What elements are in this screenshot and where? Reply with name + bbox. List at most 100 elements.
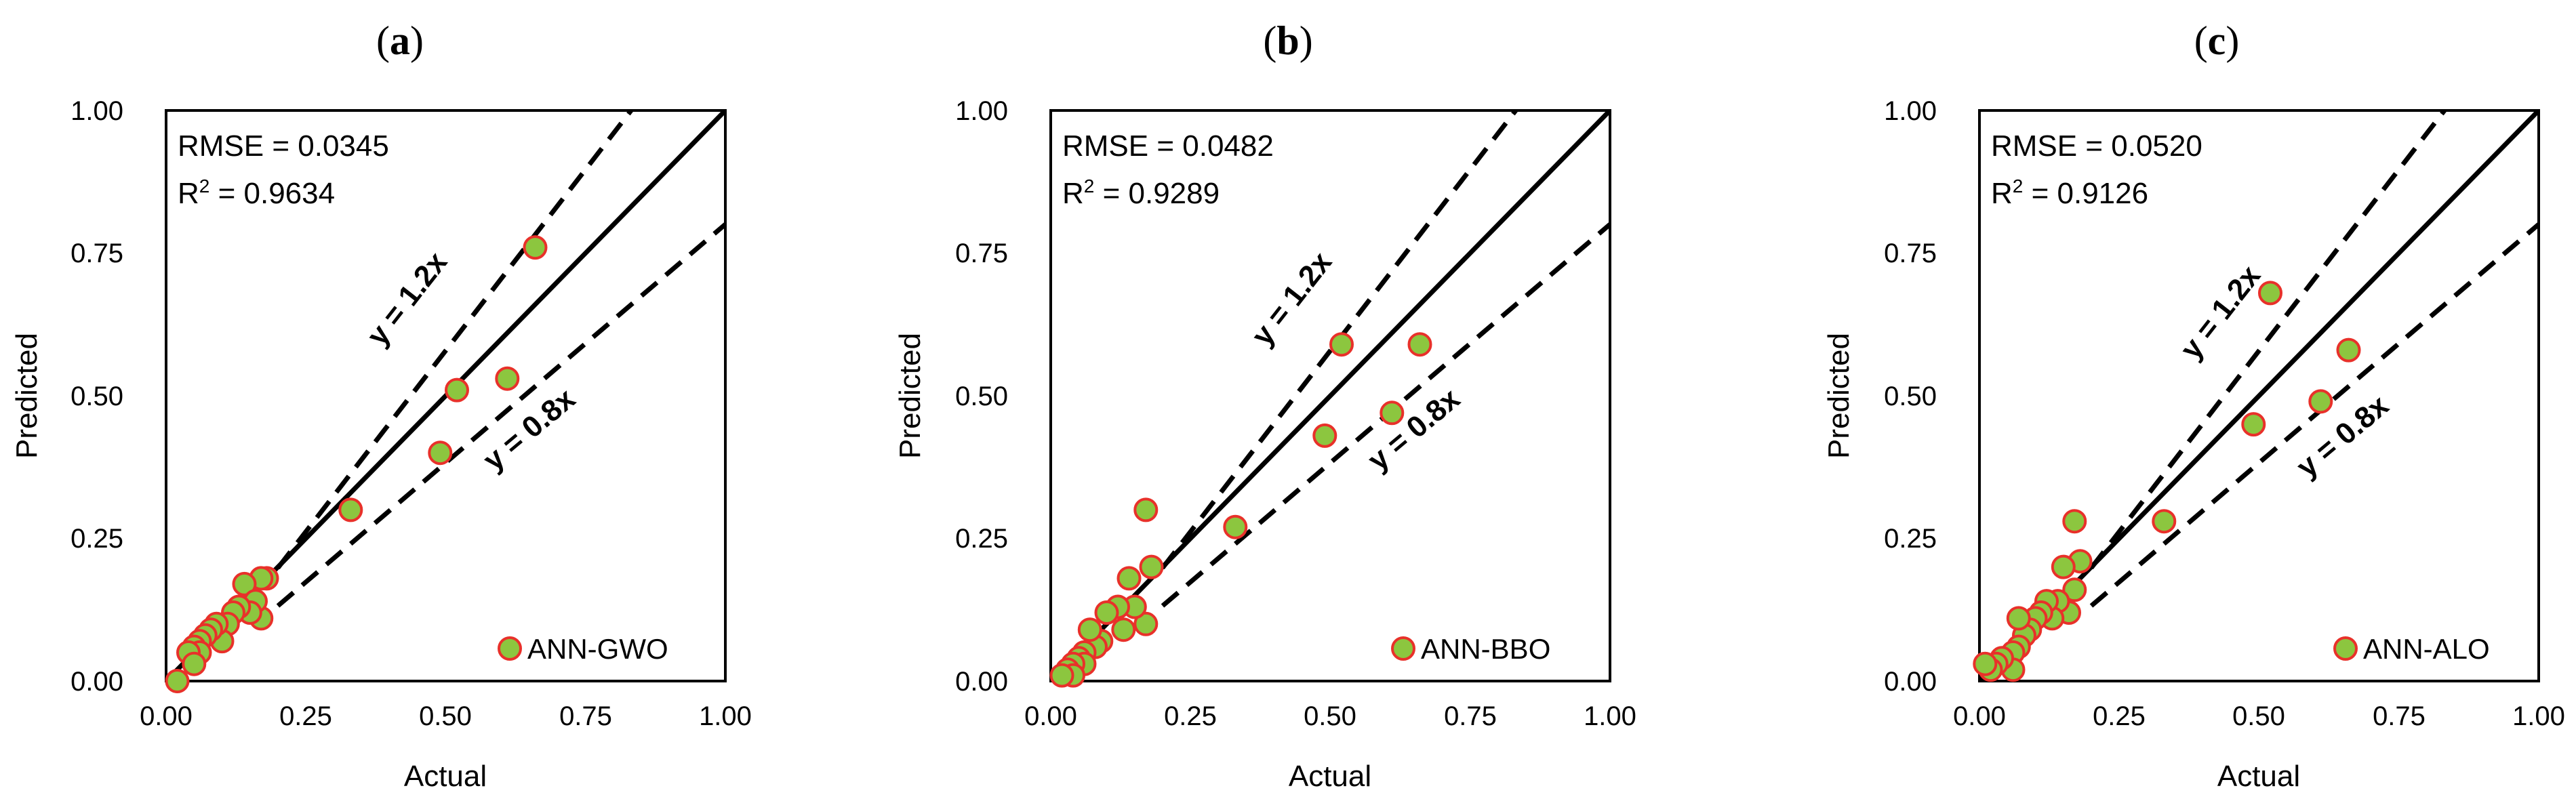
- rmse-annotation: RMSE = 0.0345: [178, 129, 389, 163]
- x-tick-label: 1.00: [699, 701, 752, 731]
- r2-symbol: R: [1062, 177, 1084, 210]
- panel-letter: b: [1276, 18, 1299, 63]
- y-tick-labels: 0.00 0.25 0.50 0.75 1.00: [955, 96, 1008, 697]
- panel-c: (c) 0.00 0.25 0.50 0.75 1.00 0.00 0.25 0…: [1822, 18, 2565, 793]
- y-tick-label: 0.00: [955, 667, 1008, 697]
- x-tick-labels: 0.00 0.25 0.50 0.75 1.00: [1024, 701, 1636, 731]
- y-tick-label: 0.25: [71, 524, 123, 554]
- plot-frame: [1978, 109, 2540, 682]
- r2-annotation: R2 = 0.9289: [1062, 176, 1220, 210]
- data-point: [165, 669, 190, 693]
- data-point: [1116, 566, 1142, 591]
- lower-line-label: y = 0.8x: [2291, 388, 2396, 484]
- y-axis-title: Predicted: [893, 333, 927, 459]
- x-tick-label: 0.50: [1304, 701, 1356, 731]
- data-points: [165, 235, 548, 693]
- data-point: [1223, 514, 1248, 539]
- data-point: [1094, 600, 1119, 625]
- y-tick-label: 0.00: [71, 667, 123, 697]
- panel-label: (c): [2194, 18, 2240, 63]
- r2-annotation: R2 = 0.9126: [1991, 176, 2148, 210]
- data-point: [1049, 663, 1074, 688]
- upper-line-label: y = 1.2x: [2174, 259, 2268, 365]
- x-axis-title: Actual: [1289, 760, 1371, 793]
- data-point: [1139, 554, 1164, 579]
- x-tick-labels: 0.00 0.25 0.50 0.75 1.00: [1953, 701, 2565, 731]
- legend-label: ANN-GWO: [527, 633, 668, 665]
- r2-value: = 0.9126: [2023, 177, 2148, 210]
- y-axis-title: Predicted: [10, 333, 43, 459]
- y-tick-label: 0.00: [1884, 667, 1937, 697]
- data-points: [1049, 332, 1432, 688]
- y-tick-label: 1.00: [71, 96, 123, 126]
- line-0-8x: [276, 222, 725, 608]
- x-tick-label: 0.75: [559, 701, 612, 731]
- r2-annotation: R2 = 0.9634: [178, 176, 335, 210]
- data-point: [2258, 281, 2282, 306]
- x-tick-label: 1.00: [2512, 701, 2565, 731]
- data-point: [338, 497, 363, 522]
- x-axis-title: Actual: [2217, 760, 2300, 793]
- data-point: [2241, 412, 2266, 437]
- legend-label: ANN-ALO: [2363, 633, 2490, 665]
- y-tick-label: 0.75: [955, 239, 1008, 268]
- x-tick-label: 0.25: [1164, 701, 1217, 731]
- x-axis-title: Actual: [404, 760, 487, 793]
- r2-symbol: R: [178, 177, 199, 210]
- panel-letter: c: [2208, 18, 2226, 63]
- lower-line-label: y = 0.8x: [477, 382, 582, 477]
- x-tick-label: 0.50: [419, 701, 472, 731]
- data-point: [1407, 332, 1432, 357]
- line-1-2x: [276, 110, 633, 570]
- legend: ANN-BBO: [1391, 633, 1550, 665]
- y-tick-label: 1.00: [1884, 96, 1937, 126]
- panel-label: (a): [376, 18, 424, 63]
- data-point: [523, 235, 548, 260]
- data-points: [1973, 281, 2361, 682]
- r2-superscript: 2: [1084, 176, 1095, 197]
- data-point: [232, 571, 257, 596]
- line-1-1: [1051, 110, 1610, 681]
- data-point: [2152, 509, 2177, 534]
- upper-line-label: y = 1.2x: [1245, 245, 1339, 352]
- rmse-annotation: RMSE = 0.0482: [1062, 129, 1274, 163]
- plot-frame: [1049, 109, 1611, 682]
- legend: ANN-ALO: [2333, 633, 2490, 665]
- r2-superscript: 2: [199, 176, 210, 197]
- line-1-2x: [2089, 110, 2447, 570]
- data-point: [1973, 651, 1998, 676]
- panel-b: (b) 0.00 0.25 0.50 0.75 1.00 0.00 0.25 0…: [893, 18, 1636, 793]
- y-axis-title: Predicted: [1822, 333, 1855, 459]
- data-point: [1380, 400, 1405, 426]
- upper-line-label: y = 1.2x: [361, 245, 454, 352]
- data-point: [2062, 577, 2087, 602]
- data-point: [182, 651, 207, 676]
- x-tick-label: 0.75: [1444, 701, 1497, 731]
- x-tick-label: 0.00: [1953, 701, 2006, 731]
- x-tick-label: 0.75: [2373, 701, 2426, 731]
- x-tick-label: 0.25: [279, 701, 332, 731]
- line-0-8x: [2089, 222, 2539, 608]
- rmse-annotation: RMSE = 0.0520: [1991, 129, 2202, 163]
- x-tick-label: 0.50: [2232, 701, 2285, 731]
- data-point: [1329, 332, 1354, 357]
- lower-line-label: y = 0.8x: [1362, 382, 1467, 477]
- data-point: [2006, 606, 2031, 631]
- y-tick-label: 0.50: [955, 382, 1008, 411]
- legend-marker: [1391, 636, 1415, 661]
- data-point: [2308, 389, 2333, 414]
- legend: ANN-GWO: [498, 633, 668, 665]
- y-tick-label: 0.75: [1884, 239, 1937, 268]
- data-point: [1111, 617, 1136, 642]
- legend-marker: [2333, 636, 2358, 661]
- r2-value: = 0.9289: [1094, 177, 1220, 210]
- data-point: [428, 440, 453, 466]
- data-point: [1312, 423, 1337, 448]
- r2-symbol: R: [1991, 177, 2013, 210]
- y-tick-label: 0.25: [955, 524, 1008, 554]
- data-point: [2062, 509, 2087, 534]
- data-point: [2051, 554, 2076, 579]
- panel-label: (b): [1263, 18, 1312, 63]
- r2-value: = 0.9634: [209, 177, 335, 210]
